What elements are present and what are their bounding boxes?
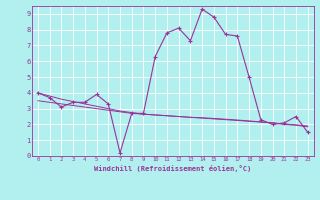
X-axis label: Windchill (Refroidissement éolien,°C): Windchill (Refroidissement éolien,°C) <box>94 165 252 172</box>
